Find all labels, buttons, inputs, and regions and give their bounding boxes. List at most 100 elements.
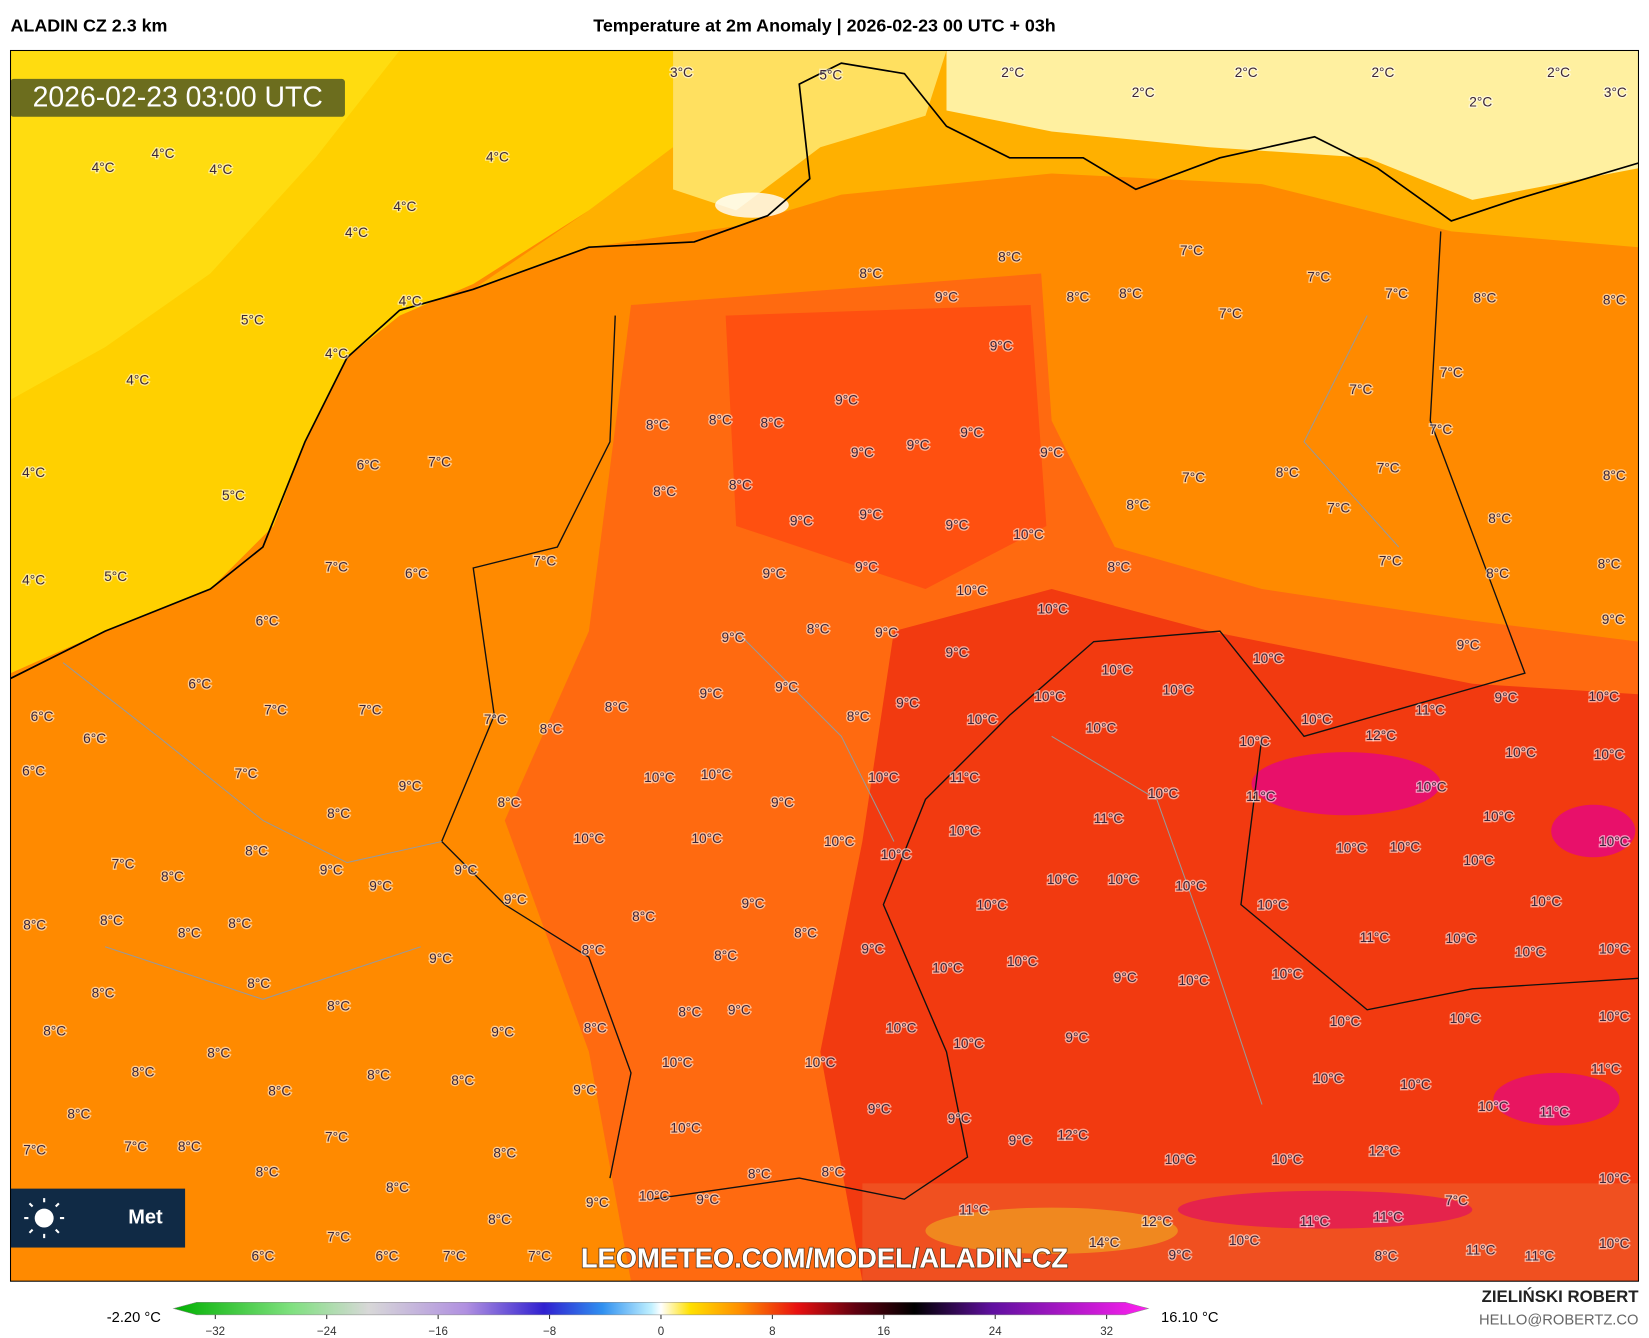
temperature-label: 4°C	[345, 225, 368, 240]
temperature-label: 10°C	[1086, 721, 1117, 736]
temperature-label: 9°C	[1065, 1030, 1088, 1045]
temperature-label: 8°C	[245, 844, 268, 859]
temperature-label: 8°C	[488, 1212, 511, 1227]
temperature-label: 5°C	[241, 312, 264, 327]
author: ZIELIŃSKI ROBERT	[1482, 1287, 1640, 1306]
temperature-label: 9°C	[835, 392, 858, 407]
temperature-label: 10°C	[1313, 1071, 1344, 1086]
temperature-label: 5°C	[104, 569, 127, 584]
temperature-label: 7°C	[484, 712, 507, 727]
temperature-label: 10°C	[1505, 745, 1536, 760]
temperature-label: 10°C	[1148, 786, 1179, 801]
temperature-label: 8°C	[998, 249, 1021, 264]
temperature-label: 10°C	[1478, 1099, 1509, 1114]
temperature-label: 10°C	[1239, 734, 1270, 749]
label-layer: 3°C 5°C 2°C 2°C 2°C 2°C 2°C 2°C 3°C 4°C 4°C 4°C 4°C 4…	[21, 64, 1631, 1265]
temperature-label: 8°C	[178, 1139, 201, 1154]
temperature-label: 10°C	[644, 770, 675, 785]
temperature-label: 9°C	[790, 513, 813, 528]
field-zone	[725, 305, 1047, 590]
colorbar-tick-label: 8	[769, 1326, 775, 1338]
temperature-label: 8°C	[1488, 511, 1511, 526]
temperature-label: 8°C	[1119, 286, 1142, 301]
temperature-label: 7°C	[533, 553, 556, 568]
colorbar-min: -2.20 °C	[107, 1310, 162, 1326]
field-zone	[946, 50, 1639, 200]
temperature-label: 8°C	[161, 869, 184, 884]
temperature-label: 9°C	[960, 425, 983, 440]
temperature-label: 10°C	[1013, 527, 1044, 542]
temperature-label: 10°C	[1047, 872, 1078, 887]
temperature-label: 9°C	[896, 695, 919, 710]
temperature-label: 9°C	[1114, 970, 1137, 985]
temperature-label: 9°C	[722, 630, 745, 645]
temperature-label: 10°C	[1400, 1077, 1431, 1092]
temperature-label: 8°C	[493, 1146, 516, 1161]
temperature-label: 10°C	[1336, 840, 1367, 855]
temperature-label: 9°C	[504, 892, 527, 907]
temperature-label: 11°C	[1373, 1210, 1403, 1225]
region-border	[62, 315, 1400, 1105]
temperature-label: 10°C	[824, 834, 855, 849]
temperature-label: 10°C	[1445, 931, 1476, 946]
temperature-label: 8°C	[1473, 290, 1496, 305]
temperature-label: 9°C	[1009, 1133, 1032, 1148]
field-zone	[1251, 752, 1441, 816]
temperature-label: 6°C	[376, 1249, 399, 1264]
temperature-label: 10°C	[691, 831, 722, 846]
temperature-label: 10°C	[1253, 651, 1284, 666]
temperature-label: 10°C	[1463, 853, 1494, 868]
temperature-label: 7°C	[325, 1130, 348, 1145]
temperature-label: 8°C	[729, 478, 752, 493]
temperature-label: 7°C	[359, 703, 382, 718]
temperature-label: 6°C	[256, 613, 279, 628]
temperature-label: 7°C	[1327, 501, 1350, 516]
logo-sun	[34, 1208, 54, 1228]
temperature-label: 8°C	[1108, 560, 1131, 575]
temperature-label: 4°C	[22, 572, 45, 587]
temperature-label: 10°C	[1599, 834, 1630, 849]
colorbar-tick-label: −32	[206, 1326, 226, 1338]
temperature-label: 10°C	[574, 831, 605, 846]
temperature-label: 2°C	[1001, 65, 1024, 80]
temperature-label: 11°C	[1540, 1105, 1570, 1120]
temperature-label: 10°C	[967, 712, 998, 727]
temperature-label: 10°C	[701, 767, 732, 782]
logo-sun-rays	[24, 1198, 65, 1239]
temperature-label: 7°C	[1445, 1193, 1468, 1208]
temperature-label: 11°C	[1525, 1249, 1555, 1264]
temperature-label: 9°C	[855, 560, 878, 575]
temperature-label: 9°C	[948, 1111, 971, 1126]
temperature-label: 8°C	[268, 1083, 291, 1098]
country-border	[440, 231, 1639, 1200]
temperature-label: 7°C	[1307, 269, 1330, 284]
temperature-label: 9°C	[861, 941, 884, 956]
temperature-label: 9°C	[875, 625, 898, 640]
temperature-label: 8°C	[327, 806, 350, 821]
map: 3°C 5°C 2°C 2°C 2°C 2°C 2°C 2°C 3°C 4°C 4°C 4°C 4°C 4…	[10, 50, 1639, 1282]
temperature-label: 10°C	[1599, 1236, 1630, 1251]
temperature-label: 8°C	[67, 1107, 90, 1122]
temperature-label: 4°C	[325, 346, 348, 361]
temperature-label: 8°C	[1126, 498, 1149, 513]
colorbar-tick-label: −8	[543, 1326, 556, 1338]
temperature-label: 10°C	[1330, 1014, 1361, 1029]
temperature-label: 10°C	[1229, 1233, 1260, 1248]
temperature-label: 9°C	[586, 1195, 609, 1210]
colorbar-tick-label: 16	[877, 1326, 890, 1338]
temperature-label: 8°C	[653, 484, 676, 499]
temperature-label: 11°C	[959, 1202, 989, 1217]
temperature-label: 10°C	[1531, 894, 1562, 909]
temperature-label: 8°C	[207, 1046, 230, 1061]
temperature-label: 12°C	[1366, 728, 1397, 743]
temperature-label: 8°C	[632, 909, 655, 924]
temperature-label: 11°C	[1360, 930, 1390, 945]
temperature-label: 8°C	[678, 1005, 701, 1020]
temperature-label: 10°C	[956, 583, 987, 598]
field-zone	[1551, 804, 1636, 858]
temperature-label: 10°C	[1037, 602, 1068, 617]
temperature-label: 4°C	[399, 293, 422, 308]
temperature-label: 8°C	[132, 1065, 155, 1080]
colorbar-tick-label: 32	[1100, 1326, 1113, 1338]
